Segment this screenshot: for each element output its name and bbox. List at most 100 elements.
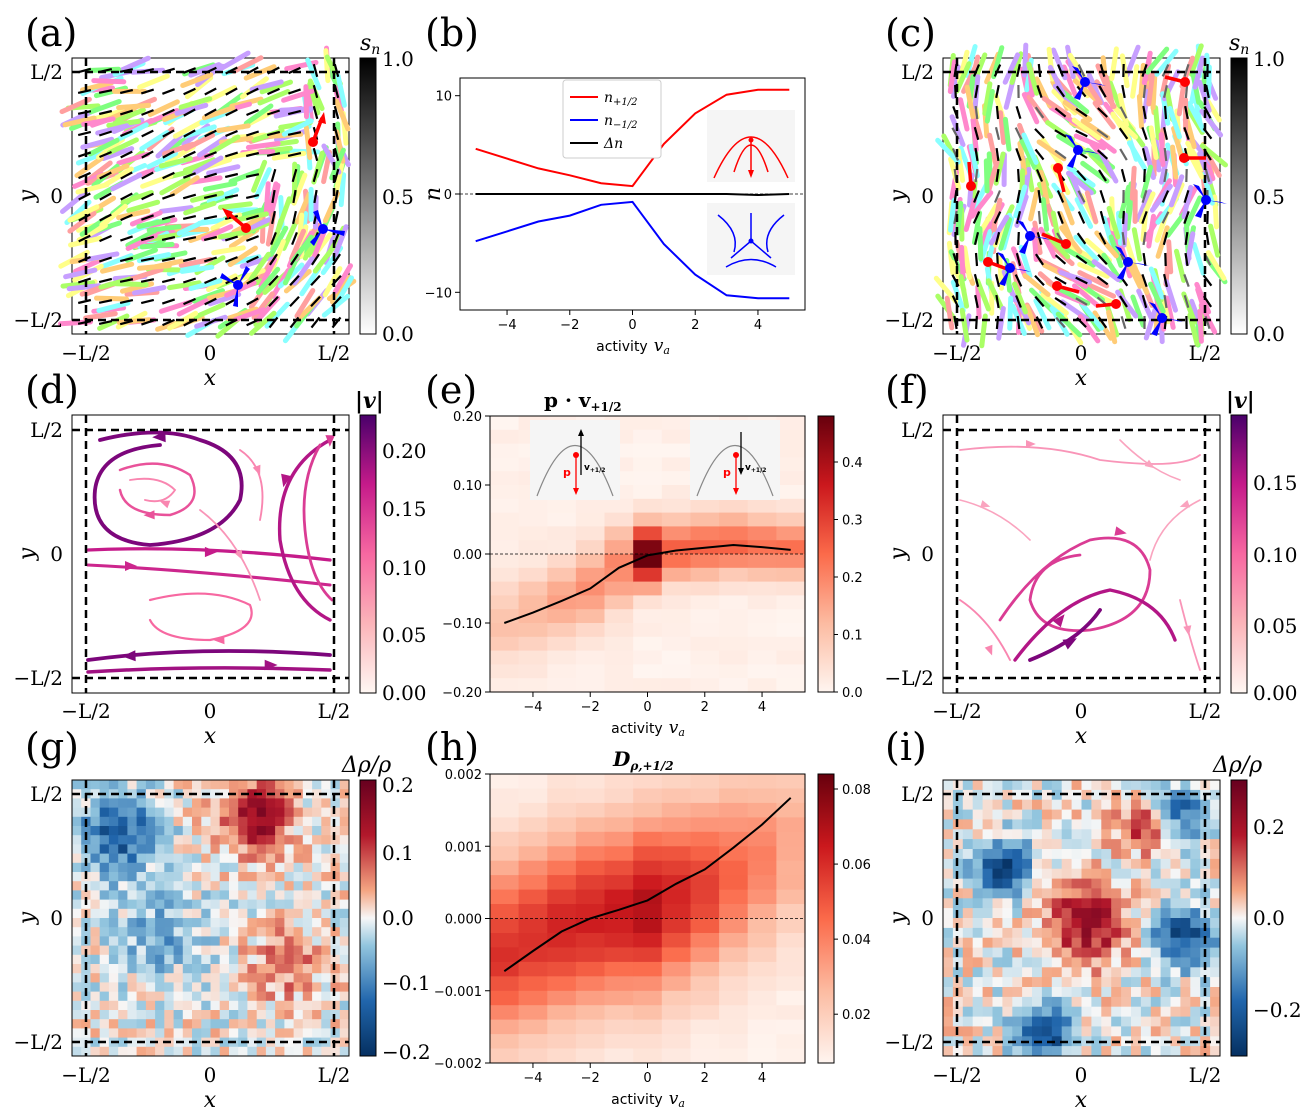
density-cell [210,1010,221,1020]
density-cell [210,862,221,873]
density-cell [1101,908,1112,919]
rod [263,181,271,217]
density-cell [127,1010,138,1020]
density-cell [256,908,267,919]
density-cell [90,982,101,993]
director [312,105,319,120]
panel-g-ytick-bot: −L/2 [13,1030,63,1054]
density-cell [229,982,239,993]
density-cell [1041,977,1053,988]
rod [1168,174,1185,208]
rod [1009,51,1024,85]
density-cell [173,1019,184,1029]
density-cell [1131,819,1142,830]
e-ytick-label: 0.10 [453,479,482,494]
heatmap-cell [776,846,806,862]
density-cell [265,872,276,882]
density-cell [293,991,304,1002]
density-cell [108,899,119,910]
director [993,211,1002,224]
density-cell [1140,858,1152,870]
density-cell [1081,957,1092,968]
density-cell [284,1010,295,1020]
density-cell [201,927,211,937]
heatmap-cell [490,817,520,833]
density-cell [275,964,285,974]
heatmap-cell [575,664,606,679]
density-cell [229,835,239,845]
density-cell [972,1006,984,1018]
density-cell [275,862,285,873]
density-cell [1111,878,1122,889]
director [972,211,981,224]
director [77,67,92,74]
defect-arm [1206,200,1227,204]
panel-b-ytick-label: −10 [425,286,452,301]
density-cell [992,1046,1003,1057]
density-cell [1111,898,1122,909]
heatmap-cell [490,567,520,583]
density-cell [247,908,258,919]
director [267,87,280,96]
heatmap-cell [575,623,606,638]
director [334,210,339,225]
panel-g-xlabel: x [204,1088,217,1112]
density-cell [943,780,954,791]
heatmap-cell [547,650,577,665]
density-cell [330,982,341,993]
density-cell [302,1010,313,1020]
density-cell [155,780,165,790]
density-cell [1180,780,1191,791]
density-cell [330,1000,341,1011]
director [1119,106,1128,119]
rod [136,217,171,229]
density-cell [321,1028,331,1039]
heatmap-cell [719,976,749,992]
density-cell [164,1046,174,1057]
density-cell [1160,799,1171,811]
density-cell [1081,918,1092,929]
rod [1072,283,1100,308]
panel-i-ytick-mid: 0 [921,906,934,930]
density-cell [1071,868,1082,880]
density-cell [1091,918,1102,929]
panel-c-defect-minus [1072,66,1106,100]
density-cell [108,798,119,809]
density-cell [1002,947,1013,958]
rod [1148,281,1166,314]
density-cell [275,927,285,937]
density-cell [247,964,258,974]
panel-i-ytick-top: L/2 [901,782,934,806]
density-cell [238,1000,248,1011]
density-cell [1150,927,1162,939]
rod [1136,94,1144,129]
e-cbar-tick-label: 0.1 [842,629,863,644]
streamline [1149,499,1201,561]
heatmap-cell [490,889,520,905]
density-cell [1041,918,1053,929]
density-cell [339,1046,350,1057]
density-cell [1200,809,1211,820]
rod [1131,227,1143,262]
heatmap-cell [547,1034,577,1050]
density-cell [247,918,258,928]
heatmap-cell [776,802,806,818]
heatmap-cell [490,1005,520,1021]
density-cell [229,826,239,836]
director [162,88,175,95]
rod [1057,211,1075,244]
density-cell [1200,967,1211,978]
rod [1188,43,1204,77]
streamline-arrow [1144,459,1155,469]
density-cell [219,945,230,956]
density-cell [1002,1026,1013,1037]
density-cell [1121,809,1132,820]
density-cell [962,839,974,850]
density-cell [1131,789,1142,801]
density-cell [173,1000,184,1011]
director [246,297,259,306]
heatmap-cell [490,933,520,948]
heatmap-cell [747,961,777,977]
rod [1174,248,1187,283]
rod [1099,152,1119,184]
